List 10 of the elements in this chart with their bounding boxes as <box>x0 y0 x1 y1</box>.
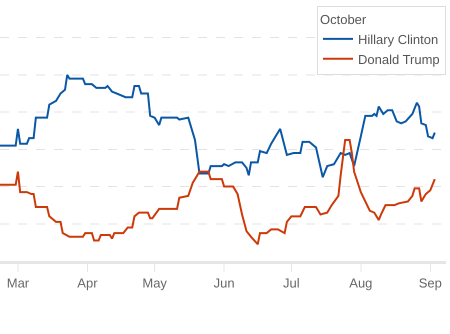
x-tick-label: Apr <box>77 276 98 291</box>
x-tick-label: Mar <box>6 276 30 291</box>
x-tick-label: Jul <box>283 276 300 291</box>
x-tick-label: May <box>142 276 168 291</box>
legend-label: Hillary Clinton <box>358 32 438 47</box>
legend-title: October <box>320 12 367 27</box>
x-tick-label: Sep <box>418 276 442 291</box>
x-tick-label: Jun <box>214 276 235 291</box>
legend-label: Donald Trump <box>358 52 440 67</box>
x-tick-label: Aug <box>349 276 372 291</box>
